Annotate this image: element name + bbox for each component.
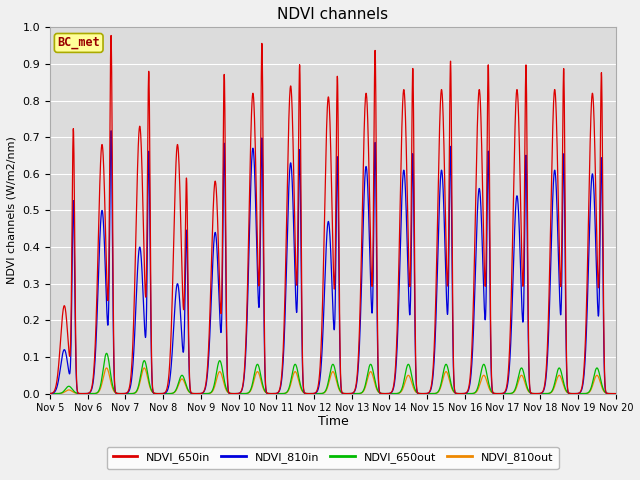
Y-axis label: NDVI channels (W/m2/nm): NDVI channels (W/m2/nm) bbox=[7, 136, 17, 284]
Title: NDVI channels: NDVI channels bbox=[277, 7, 388, 22]
Text: BC_met: BC_met bbox=[58, 36, 100, 49]
X-axis label: Time: Time bbox=[317, 415, 348, 428]
Legend: NDVI_650in, NDVI_810in, NDVI_650out, NDVI_810out: NDVI_650in, NDVI_810in, NDVI_650out, NDV… bbox=[107, 447, 559, 469]
